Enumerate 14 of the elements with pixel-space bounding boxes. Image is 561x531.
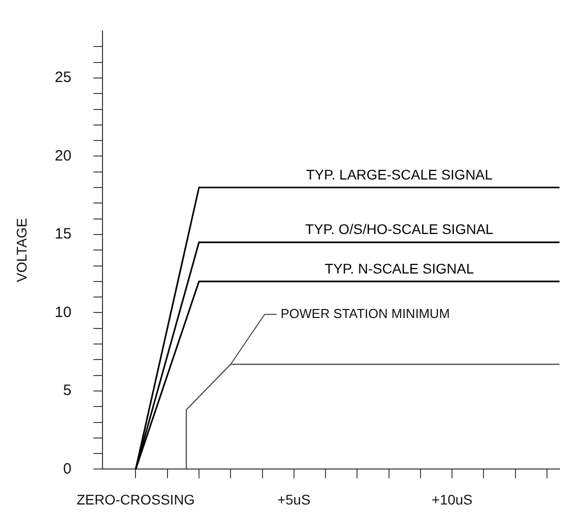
y-tick-label: 20: [54, 147, 72, 164]
series-label: TYP. O/S/HO-SCALE SIGNAL: [305, 221, 494, 238]
y-tick-label: 5: [63, 382, 72, 400]
series-label: TYP. N-SCALE SIGNAL: [324, 260, 474, 276]
x-tick-label: +5uS: [277, 491, 310, 508]
annotation: POWER STATION MINIMUM: [280, 306, 450, 321]
y-tick-label: 0: [63, 460, 72, 478]
x-tick-label: ZERO-CROSSING: [76, 491, 195, 508]
series-label: TYP. LARGE-SCALE SIGNAL: [306, 166, 493, 182]
y-tick-label: 10: [54, 304, 72, 321]
y-axis-title: VOLTAGE: [13, 218, 30, 282]
y-tick-label: 15: [54, 226, 72, 243]
y-tick-label: 25: [54, 69, 72, 86]
x-tick-label: +10uS: [432, 491, 473, 508]
